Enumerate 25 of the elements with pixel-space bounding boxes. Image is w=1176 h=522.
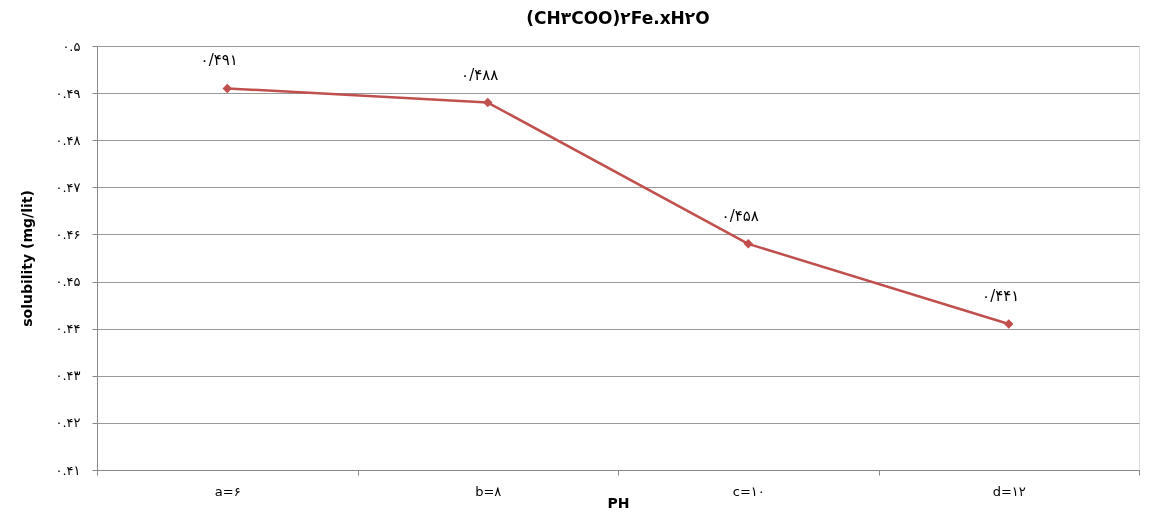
y-tick-label: ۰.۴۷ xyxy=(55,179,81,195)
y-tick-label: ۰.۴۲ xyxy=(55,415,81,431)
chart-title: (CH۳COO)۲Fe.xH۲O xyxy=(526,8,710,28)
data-label: ۰/۴۴۱ xyxy=(982,286,1020,305)
y-tick-label: ۰.۴۶ xyxy=(55,226,81,242)
y-axis-title: solubility (mg/lit) xyxy=(19,190,36,327)
point xyxy=(222,83,232,94)
point xyxy=(743,239,753,249)
y-tick-label: ۰.۴۵ xyxy=(55,274,81,290)
y-tick-label: ۰.۴۹ xyxy=(55,85,81,101)
y-tick-label: ۰.۴۴ xyxy=(55,321,81,337)
y-tick-label: ۰.۴۸ xyxy=(55,132,81,148)
data-label: ۰/۴۸۸ xyxy=(461,65,499,84)
point xyxy=(483,97,493,108)
x-tick-label: a=۶ xyxy=(214,483,241,499)
x-tick-label: b=۸ xyxy=(475,483,502,499)
point xyxy=(1004,319,1014,329)
data-label: ۰/۴۹۱ xyxy=(200,51,238,70)
x-axis-title: PH xyxy=(607,494,630,511)
x-tick-label: c=۱۰ xyxy=(732,483,765,499)
y-tick-label: ۰.۴۳ xyxy=(55,368,81,384)
y-tick-label: ۰.۵ xyxy=(62,38,81,54)
data-label: ۰/۴۵۸ xyxy=(721,206,759,225)
y-tick-label: ۰.۴۱ xyxy=(55,462,81,478)
x-tick-label: d=۱۲ xyxy=(992,483,1026,499)
